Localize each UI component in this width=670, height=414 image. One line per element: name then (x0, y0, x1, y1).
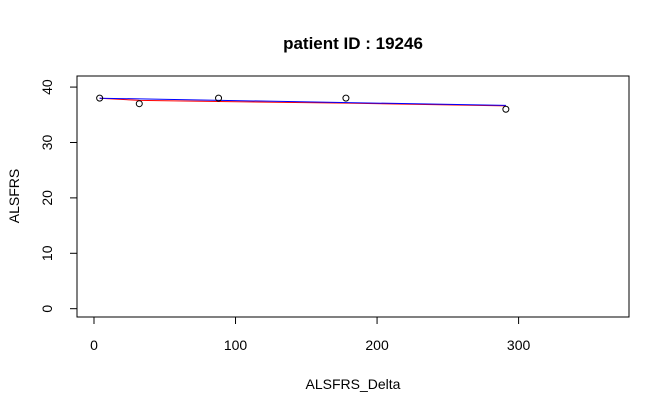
y-tick-label: 10 (39, 245, 55, 261)
y-axis: 0 10 20 30 40 (39, 79, 78, 313)
data-point (215, 94, 223, 102)
data-point (96, 94, 104, 102)
y-tick-label: 40 (39, 79, 55, 95)
data-point (135, 100, 143, 108)
x-tick-label: 100 (224, 337, 248, 353)
x-tick-label: 300 (507, 337, 531, 353)
y-axis-label: ALSFRS (6, 169, 22, 223)
chart-title: patient ID : 19246 (283, 34, 423, 53)
y-tick-label: 20 (39, 190, 55, 206)
plot-area (76, 75, 630, 318)
x-tick-label: 0 (90, 337, 98, 353)
data-points (96, 94, 510, 113)
data-point (342, 94, 350, 102)
series-line-2 (99, 97, 506, 106)
series-lines (99, 97, 506, 107)
y-tick-label: 30 (39, 134, 55, 150)
x-axis-label: ALSFRS_Delta (306, 376, 401, 392)
data-point (502, 105, 510, 113)
x-axis: 0 100 200 300 (90, 316, 531, 353)
y-tick-label: 0 (39, 305, 55, 313)
x-tick-label: 200 (365, 337, 389, 353)
